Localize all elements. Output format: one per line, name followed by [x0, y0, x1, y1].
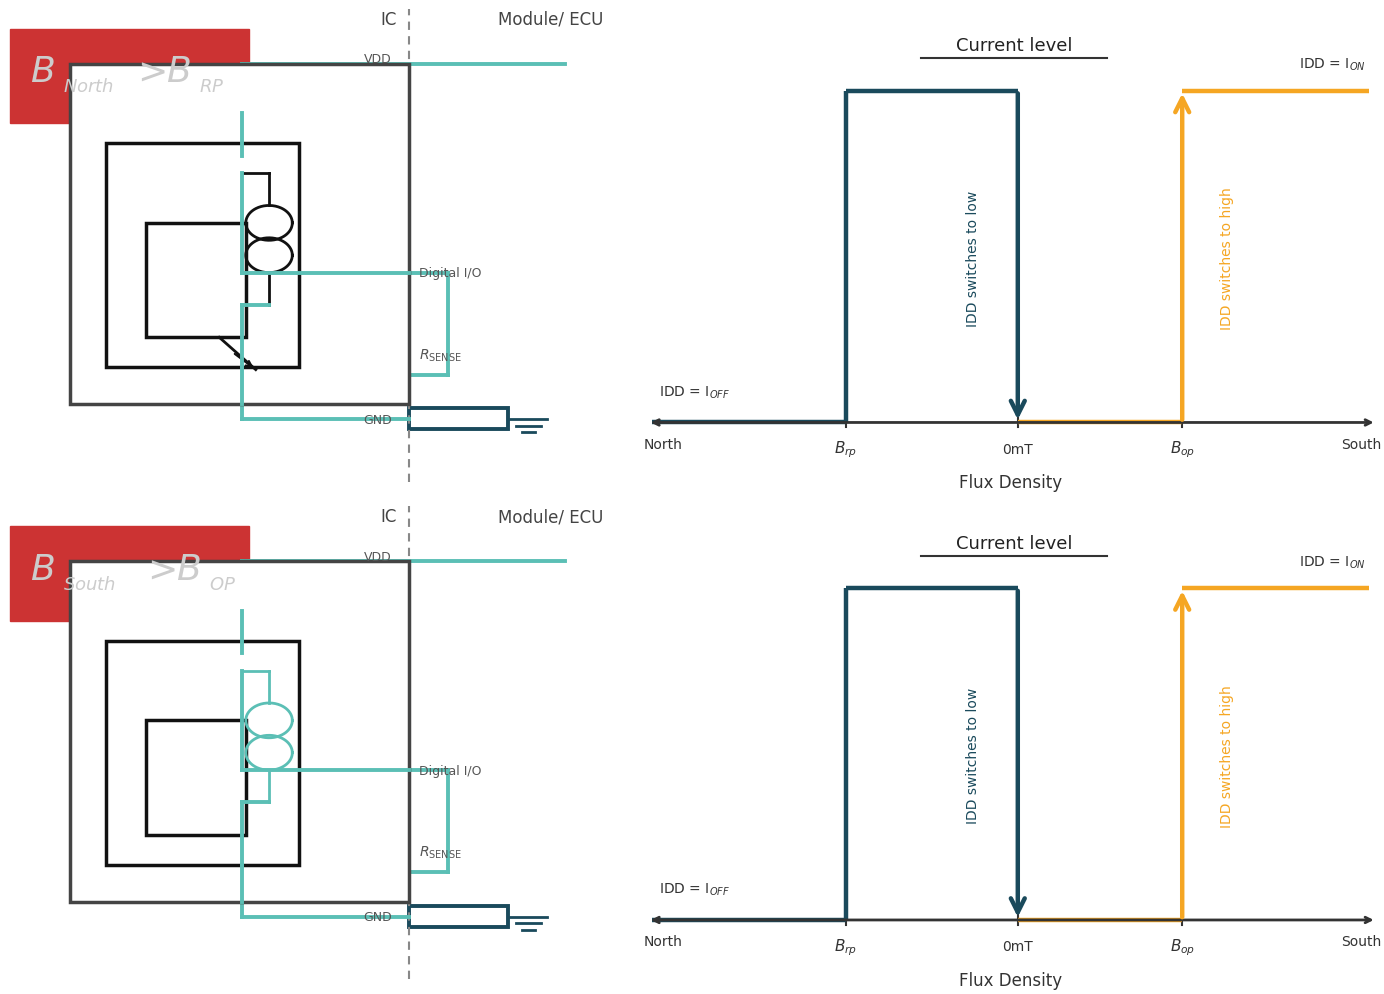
Text: Current level: Current level	[956, 37, 1073, 55]
Text: $B_{rp}$: $B_{rp}$	[835, 439, 858, 459]
FancyBboxPatch shape	[10, 527, 249, 621]
Text: IDD switches to low: IDD switches to low	[966, 688, 980, 823]
Text: $B$: $B$	[30, 55, 54, 89]
Text: $B$: $B$	[166, 55, 191, 89]
Text: Flux Density: Flux Density	[959, 474, 1062, 492]
Text: GND: GND	[363, 414, 392, 426]
Text: IDD switches to low: IDD switches to low	[966, 191, 980, 326]
Text: IDD switches to high: IDD switches to high	[1221, 187, 1235, 330]
Text: IDD switches to high: IDD switches to high	[1221, 684, 1235, 827]
Text: GND: GND	[363, 911, 392, 923]
Text: IDD = I$_{OFF}$: IDD = I$_{OFF}$	[659, 384, 731, 401]
Text: Module/ ECU: Module/ ECU	[498, 11, 603, 29]
Text: $R_{\mathsf{SENSE}}$: $R_{\mathsf{SENSE}}$	[418, 844, 461, 861]
Text: $RP$: $RP$	[199, 78, 224, 96]
Text: $>$: $>$	[140, 552, 174, 586]
Text: South: South	[1341, 437, 1381, 451]
Bar	[408, 907, 508, 926]
Text: $B_{rp}$: $B_{rp}$	[835, 936, 858, 956]
Bar	[69, 65, 408, 406]
Text: $South$: $South$	[64, 575, 116, 593]
Text: $R_{\mathsf{SENSE}}$: $R_{\mathsf{SENSE}}$	[418, 347, 461, 364]
Text: Current level: Current level	[956, 534, 1073, 552]
Text: $B$: $B$	[30, 552, 54, 586]
Text: $North$: $North$	[64, 78, 115, 96]
Text: South: South	[1341, 934, 1381, 948]
Bar	[147, 721, 246, 835]
Text: 0mT: 0mT	[1002, 442, 1034, 456]
Text: $B_{op}$: $B_{op}$	[1169, 439, 1194, 459]
Bar	[408, 410, 508, 429]
Bar	[147, 224, 246, 338]
Text: VDD: VDD	[364, 53, 392, 67]
Text: North: North	[644, 934, 682, 948]
Bar	[107, 144, 299, 368]
Text: $>$: $>$	[130, 55, 165, 89]
Text: IDD = I$_{ON}$: IDD = I$_{ON}$	[1298, 57, 1365, 74]
Bar	[69, 562, 408, 903]
Text: Module/ ECU: Module/ ECU	[498, 508, 603, 526]
Text: Digital I/O: Digital I/O	[418, 763, 482, 777]
Text: Digital I/O: Digital I/O	[418, 266, 482, 280]
Bar	[107, 641, 299, 865]
Text: North: North	[644, 437, 682, 451]
Text: IDD = I$_{OFF}$: IDD = I$_{OFF}$	[659, 881, 731, 898]
Text: IDD = I$_{ON}$: IDD = I$_{ON}$	[1298, 554, 1365, 571]
Text: $B_{op}$: $B_{op}$	[1169, 936, 1194, 956]
Text: IC: IC	[381, 11, 397, 29]
FancyBboxPatch shape	[10, 30, 249, 124]
Text: Flux Density: Flux Density	[959, 971, 1062, 989]
Text: VDD: VDD	[364, 550, 392, 564]
Text: 0mT: 0mT	[1002, 939, 1034, 953]
Text: $B$: $B$	[176, 552, 201, 586]
Text: $OP$: $OP$	[209, 575, 237, 593]
Text: IC: IC	[381, 508, 397, 526]
